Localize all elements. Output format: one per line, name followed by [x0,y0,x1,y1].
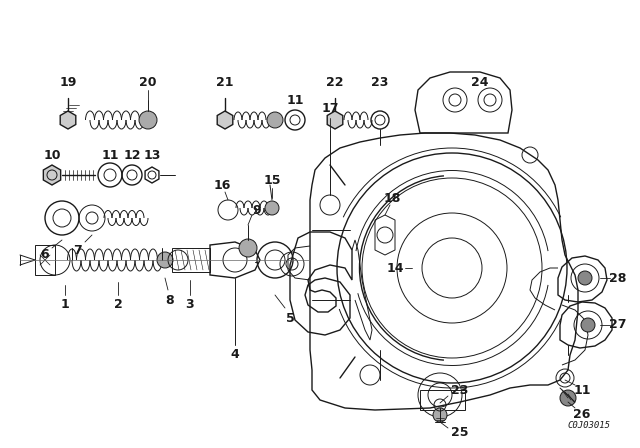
Polygon shape [60,111,76,129]
Text: C0J03015: C0J03015 [567,421,610,430]
Text: 11: 11 [101,148,119,161]
Text: 3: 3 [186,298,195,311]
Text: 22: 22 [326,76,344,89]
Text: 20: 20 [140,76,157,89]
Circle shape [139,111,157,129]
Text: 17: 17 [321,102,339,115]
Polygon shape [327,111,343,129]
Text: 25: 25 [451,426,468,439]
Text: 11: 11 [573,383,591,396]
Text: 26: 26 [573,409,591,422]
Text: 13: 13 [143,148,161,161]
Circle shape [581,318,595,332]
Text: 1: 1 [61,298,69,311]
Text: 11: 11 [286,94,304,107]
Text: 4: 4 [230,349,239,362]
Circle shape [157,252,173,268]
Text: 21: 21 [216,76,234,89]
Text: 10: 10 [44,148,61,161]
Text: 7: 7 [74,244,83,257]
Circle shape [265,201,279,215]
Text: 23: 23 [371,76,388,89]
Circle shape [578,271,592,285]
Text: 19: 19 [60,76,77,89]
Text: 27: 27 [609,319,627,332]
Polygon shape [44,165,61,185]
Text: 5: 5 [285,311,294,324]
Text: 14: 14 [387,262,404,275]
Text: 2: 2 [114,298,122,311]
Text: 15: 15 [263,173,281,186]
Circle shape [433,408,447,422]
Text: 18: 18 [383,191,401,204]
Circle shape [267,112,283,128]
Text: 6: 6 [41,249,49,262]
Circle shape [560,390,576,406]
Text: 23: 23 [451,383,468,396]
Circle shape [239,239,257,257]
Text: 16: 16 [213,178,230,191]
Text: 8: 8 [166,293,174,306]
Text: 9: 9 [253,203,261,216]
Text: 28: 28 [609,271,627,284]
Polygon shape [217,111,233,129]
Text: 24: 24 [471,76,489,89]
Text: 12: 12 [124,148,141,161]
